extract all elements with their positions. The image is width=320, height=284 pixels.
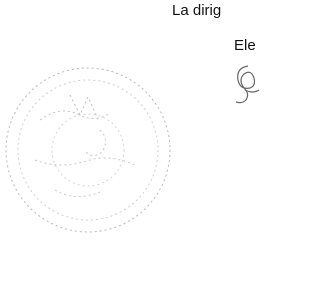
heading-text: La dirig	[172, 2, 221, 19]
faded-stamp	[6, 68, 170, 232]
signer-text: Ele	[234, 37, 256, 54]
document-page: La dirig Ele	[0, 0, 276, 284]
signature-scribble	[236, 66, 259, 103]
